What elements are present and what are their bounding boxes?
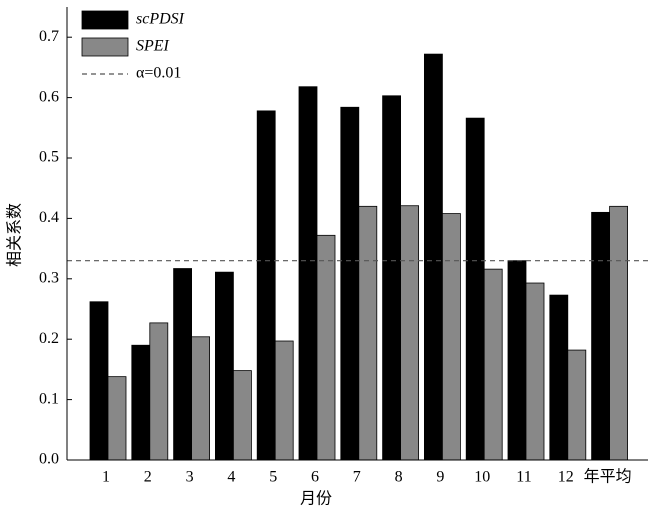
y-tick-label: 0.4 <box>39 209 59 226</box>
bar <box>149 322 169 461</box>
y-tick-label: 0.6 <box>39 88 59 105</box>
bar <box>483 268 503 461</box>
y-tick-label: 0.0 <box>39 451 59 468</box>
bar <box>549 294 569 461</box>
bar <box>465 117 485 461</box>
y-axis-label: 相关系数 <box>6 203 24 267</box>
x-tick-label: 6 <box>311 469 319 486</box>
x-tick-label: 2 <box>144 469 152 486</box>
bar <box>298 86 318 461</box>
bar <box>382 95 402 461</box>
bar <box>131 344 151 461</box>
bar <box>567 349 587 461</box>
x-axis-label: 月份 <box>300 490 332 508</box>
legend-swatch <box>81 37 129 57</box>
bar <box>173 268 193 461</box>
x-tick-label: 4 <box>227 469 235 486</box>
y-tick-label: 0.5 <box>39 149 59 166</box>
x-tick-label: 8 <box>395 469 403 486</box>
legend-label: SPEI <box>136 38 170 55</box>
bar <box>441 213 461 461</box>
x-tick-label: 12 <box>558 469 574 486</box>
bar <box>107 376 127 461</box>
bar <box>358 205 378 461</box>
bar <box>507 260 527 461</box>
x-tick-label: 9 <box>436 469 444 486</box>
x-tick-label: 7 <box>353 469 361 486</box>
bar <box>191 336 211 461</box>
bar <box>256 110 276 461</box>
bar <box>340 106 360 461</box>
bar <box>89 301 109 461</box>
bar <box>316 234 336 461</box>
y-tick-label: 0.2 <box>39 330 59 347</box>
legend-label: scPDSI <box>136 11 185 28</box>
y-tick-label: 0.3 <box>39 269 59 286</box>
bar <box>214 271 234 461</box>
bar <box>232 370 252 461</box>
x-tick-label: 10 <box>474 469 490 486</box>
legend-swatch <box>81 10 129 30</box>
bar <box>400 205 420 461</box>
x-tick-label: 5 <box>269 469 277 486</box>
legend-label: α=0.01 <box>136 65 181 82</box>
y-tick-label: 0.7 <box>39 28 59 45</box>
x-tick-label: 1 <box>102 469 110 486</box>
bar <box>274 340 294 461</box>
y-tick-label: 0.1 <box>39 390 59 407</box>
bar <box>525 282 545 461</box>
x-tick-label: 11 <box>516 469 531 486</box>
bar <box>591 211 610 461</box>
bar <box>423 53 443 461</box>
x-tick-label: 3 <box>186 469 194 486</box>
x-tick-label: 年平均 <box>584 468 632 486</box>
bar <box>609 205 628 461</box>
